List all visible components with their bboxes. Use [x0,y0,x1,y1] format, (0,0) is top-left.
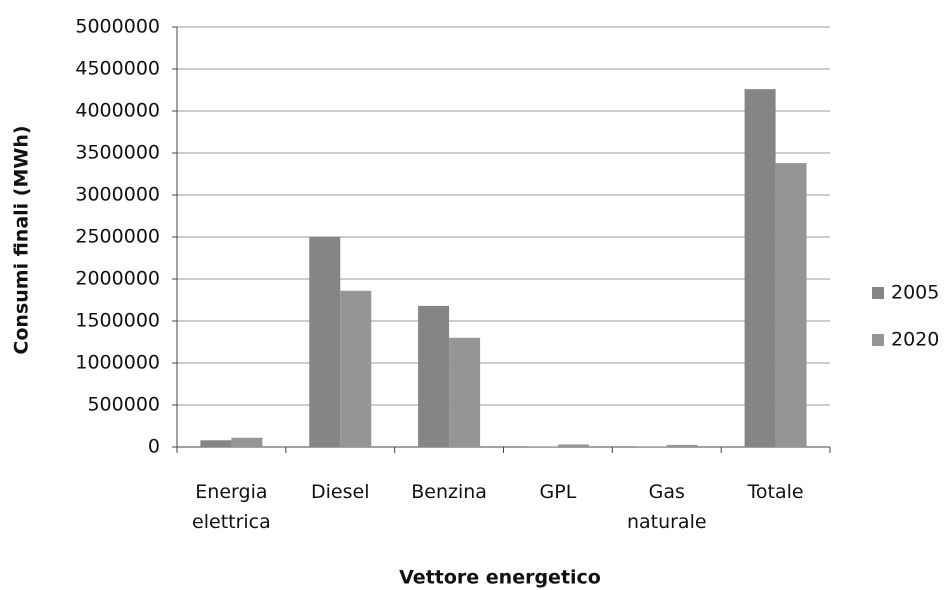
y-tick-label: 4000000 [75,100,160,122]
x-tick-label: GPL [539,481,577,503]
bar [666,444,698,447]
bar [449,337,481,447]
x-tick-label: Gas naturale [626,481,707,533]
y-tick-label: 2000000 [75,268,160,290]
x-tick-label: Energia elettrica [192,481,271,533]
y-tick-label: 4500000 [75,58,160,80]
bar [200,440,232,447]
bar [418,305,450,447]
legend-marker [872,287,884,299]
bar [340,290,372,447]
y-tick-label: 0 [148,436,160,458]
bar [231,437,263,447]
y-tick-label: 1500000 [75,310,160,332]
bar [309,237,341,447]
bar [744,89,776,447]
y-tick-label: 3000000 [75,184,160,206]
bar [557,444,589,447]
y-tick-label: 2500000 [75,226,160,248]
x-tick-label: Totale [747,481,804,503]
y-tick-label: 500000 [87,394,160,416]
legend-marker [872,334,884,346]
y-tick-label: 1000000 [75,352,160,374]
x-tick-label: Benzina [411,481,487,503]
legend-label: 2020 [891,329,939,351]
x-axis-label: Vettore energetico [399,567,601,589]
legend-label: 2005 [891,282,939,304]
bar [775,163,807,447]
y-tick-label: 3500000 [75,142,160,164]
y-tick-label: 5000000 [75,16,160,38]
y-axis-label: Consumi finali (MWh) [11,125,33,354]
x-tick-label: Diesel [311,481,370,503]
